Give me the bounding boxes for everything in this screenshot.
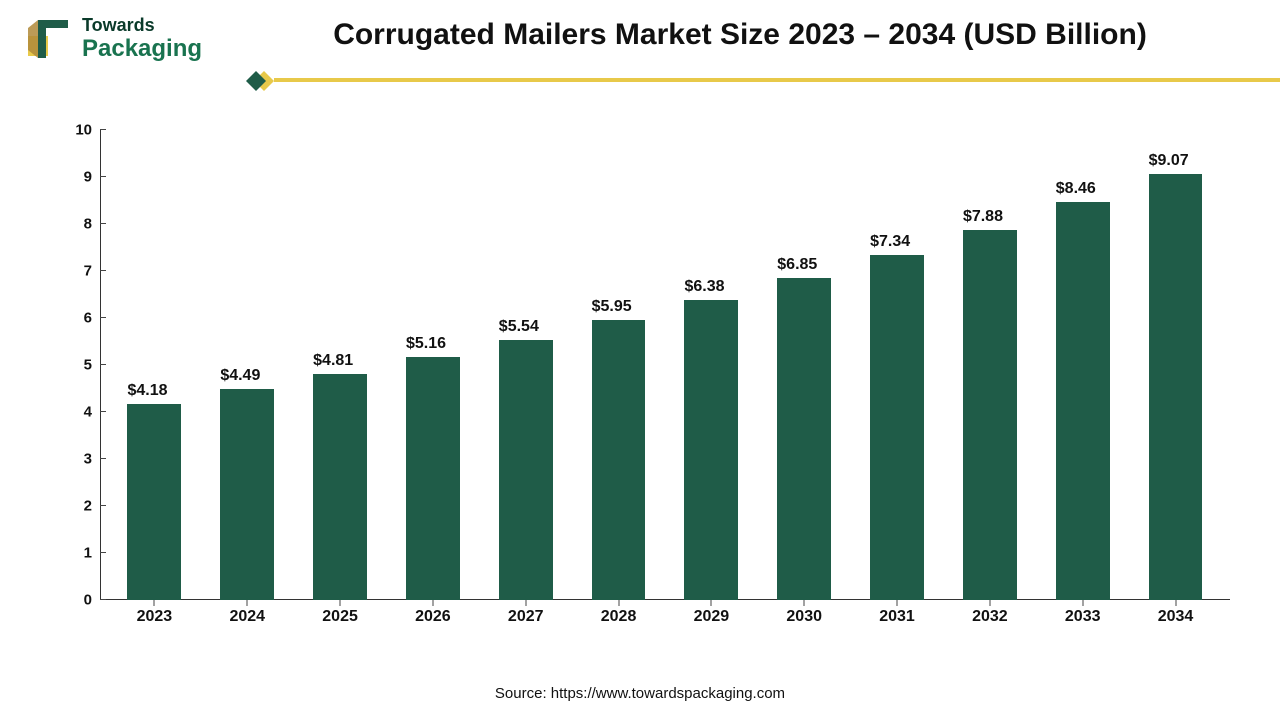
- bar: $6.85: [777, 278, 831, 600]
- bar-group: $4.18: [108, 130, 201, 600]
- bar: $4.81: [313, 374, 367, 600]
- bar-value-label: $8.46: [1056, 180, 1096, 198]
- x-axis: 2023202420252026202720282029203020312032…: [100, 600, 1230, 640]
- x-tick-label: 2024: [201, 600, 294, 640]
- chart-title: Corrugated Mailers Market Size 2023 – 20…: [240, 18, 1240, 52]
- y-tick-label: 9: [62, 169, 92, 186]
- bar-group: $7.88: [943, 130, 1036, 600]
- source-attribution: Source: https://www.towardspackaging.com: [0, 685, 1280, 702]
- y-tick-label: 6: [62, 310, 92, 327]
- y-tick-label: 2: [62, 498, 92, 515]
- logo-text-line1: Towards: [82, 16, 202, 36]
- x-tick-label: 2030: [758, 600, 851, 640]
- bar-group: $5.16: [386, 130, 479, 600]
- x-tick-label: 2034: [1129, 600, 1222, 640]
- bar-value-label: $4.18: [127, 382, 167, 400]
- x-tick-label: 2029: [665, 600, 758, 640]
- bar-value-label: $7.88: [963, 208, 1003, 226]
- bar: $4.18: [127, 404, 181, 600]
- logo-mark-icon: [24, 14, 74, 64]
- logo-text-line2: Packaging: [82, 36, 202, 62]
- bar-group: $8.46: [1036, 130, 1129, 600]
- y-tick-label: 3: [62, 451, 92, 468]
- x-tick-label: 2028: [572, 600, 665, 640]
- y-tick-label: 5: [62, 357, 92, 374]
- bar-value-label: $4.49: [220, 367, 260, 385]
- bar: $9.07: [1149, 174, 1203, 600]
- x-tick-label: 2031: [851, 600, 944, 640]
- bar: $6.38: [684, 300, 738, 600]
- bar: $5.16: [406, 357, 460, 600]
- bar: $8.46: [1056, 202, 1110, 600]
- bar: $7.88: [963, 230, 1017, 600]
- bar: $4.49: [220, 389, 274, 600]
- title-divider: [240, 66, 1280, 96]
- bar-group: $9.07: [1129, 130, 1222, 600]
- bar-group: $5.54: [479, 130, 572, 600]
- bar-group: $4.49: [201, 130, 294, 600]
- bar-group: $7.34: [851, 130, 944, 600]
- brand-logo: Towards Packaging: [24, 14, 202, 64]
- x-tick-label: 2032: [943, 600, 1036, 640]
- plot-region: $4.18 $4.49 $4.81 $5.16 $5.54 $5.95 $6.38 $6.85…: [100, 130, 1230, 600]
- bar-value-label: $4.81: [313, 352, 353, 370]
- bar-value-label: $5.16: [406, 335, 446, 353]
- x-tick-label: 2025: [294, 600, 387, 640]
- bar-group: $6.38: [665, 130, 758, 600]
- bar-value-label: $6.38: [684, 278, 724, 296]
- y-tick-label: 10: [62, 122, 92, 139]
- y-tick-label: 1: [62, 545, 92, 562]
- bar-value-label: $6.85: [777, 256, 817, 274]
- y-tick-label: 0: [62, 592, 92, 609]
- x-tick-label: 2023: [108, 600, 201, 640]
- x-tick-label: 2026: [386, 600, 479, 640]
- bar-chart: 0 1 2 3 4 5 6 7 8 9 10 $4.18 $4.49 $4.81 $5.16 $5.54 $5…: [60, 120, 1240, 640]
- bar: $7.34: [870, 255, 924, 600]
- bar-value-label: $9.07: [1149, 152, 1189, 170]
- bar: $5.54: [499, 340, 553, 600]
- y-tick-label: 7: [62, 263, 92, 280]
- y-tick-label: 4: [62, 404, 92, 421]
- bar-group: $5.95: [572, 130, 665, 600]
- bar: $5.95: [592, 320, 646, 600]
- y-axis: 012345678910: [60, 130, 100, 600]
- x-tick-label: 2033: [1036, 600, 1129, 640]
- bar-group: $4.81: [294, 130, 387, 600]
- bar-group: $6.85: [758, 130, 851, 600]
- bar-value-label: $5.54: [499, 318, 539, 336]
- x-tick-label: 2027: [479, 600, 572, 640]
- bar-value-label: $5.95: [592, 298, 632, 316]
- bar-value-label: $7.34: [870, 233, 910, 251]
- y-tick-label: 8: [62, 216, 92, 233]
